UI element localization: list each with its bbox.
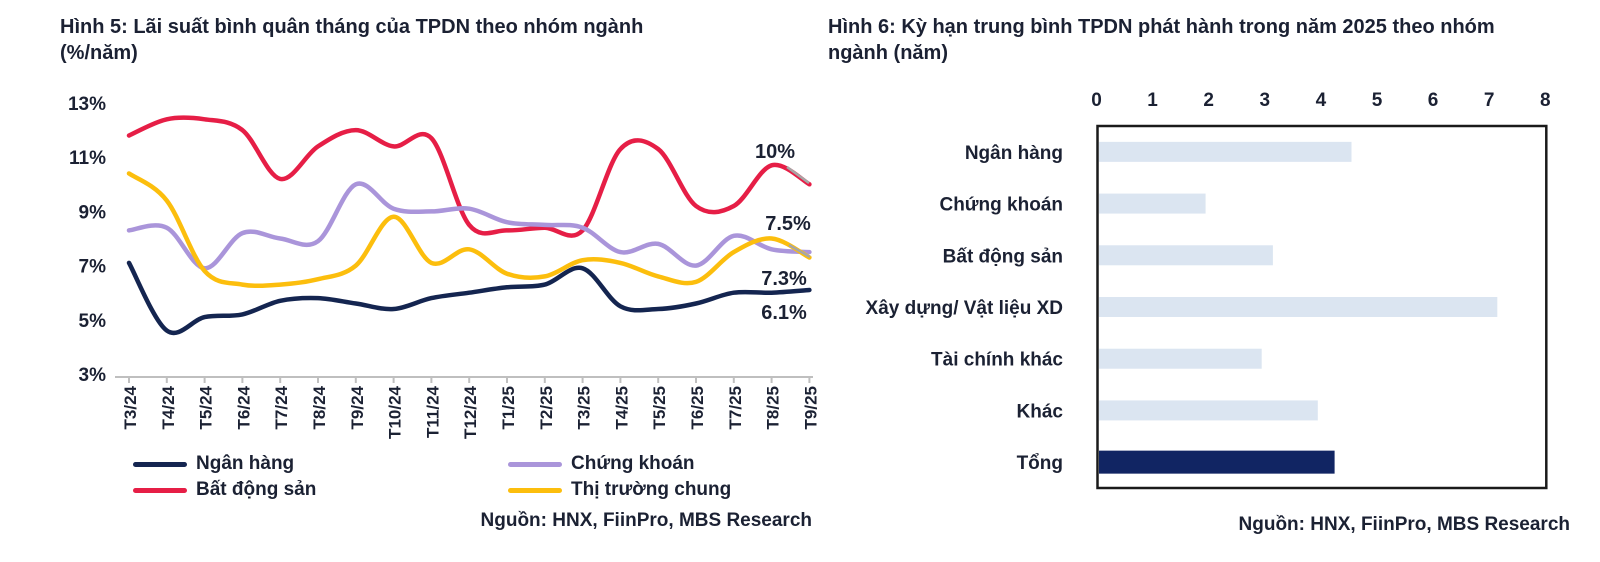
bar-axis-tick-label: 5	[1372, 90, 1383, 111]
line-series-ngân-hàng	[126, 260, 812, 335]
line-series-thị-trường-chung	[126, 171, 812, 289]
month-label: T7/24	[272, 385, 291, 429]
month-label: T5/24	[197, 385, 216, 429]
bar-axis-tick-label: 4	[1316, 90, 1327, 111]
end-label-leader-line	[788, 243, 811, 259]
right-chart-title: Hình 6: Kỳ hạn trung bình TPDN phát hành…	[828, 16, 1495, 64]
line-series-chứng-khoán	[126, 181, 812, 271]
bar-axis-tick-label: 3	[1260, 90, 1271, 111]
month-label: T1/25	[499, 386, 518, 429]
legend-item-ngân-hàng: Ngân hàng	[133, 452, 294, 476]
y-axis-label: 11%	[69, 148, 106, 169]
legend-item-chứng-khoán: Chứng khoán	[508, 452, 695, 476]
plot-border	[1096, 124, 1548, 490]
left-chart-subtitle: (%/năm)	[60, 42, 138, 64]
line-series-bất-động-sản	[126, 115, 812, 238]
bar-category-label: Tài chính khác	[931, 350, 1063, 371]
legend-swatch	[133, 487, 187, 493]
bar-tài-chính-khác	[1099, 348, 1262, 369]
month-label: T9/25	[801, 386, 820, 429]
y-axis-label: 5%	[79, 311, 107, 332]
legend-label: Thị trường chung	[571, 479, 732, 500]
legend-label: Bất động sản	[196, 479, 317, 500]
y-axis-label: 3%	[79, 365, 107, 386]
legend-label: Chứng khoán	[571, 453, 695, 474]
bar-category-label: Xây dựng/ Vật liệu XD	[866, 298, 1063, 319]
legend-swatch	[508, 461, 562, 467]
month-label: T6/25	[688, 386, 707, 429]
bar-axis-tick-label: 7	[1484, 90, 1495, 111]
month-label: T3/24	[121, 385, 140, 429]
bar-category-label: Chứng khoán	[939, 195, 1063, 216]
bar-axis-tick-label: 6	[1428, 90, 1439, 111]
bar-axis-tick-label: 0	[1091, 90, 1102, 111]
series-end-label: 7.3%	[761, 268, 807, 290]
month-label: T4/24	[159, 385, 178, 429]
month-label: T5/25	[650, 386, 669, 429]
bar-axis-tick-label: 8	[1540, 90, 1551, 111]
left-chart-source: Nguồn: HNX, FiinPro, MBS Research	[480, 510, 812, 531]
series-end-label: 6.1%	[761, 302, 807, 324]
end-label-leader-line	[786, 165, 810, 185]
legend-label: Ngân hàng	[196, 453, 295, 474]
month-label: T11/24	[423, 385, 442, 438]
month-label: T8/24	[310, 385, 329, 429]
interest-rate-line-chart: 13% 11% 9% 7% 5% 3% T3/24 T4/24 T5/24 T6/24 T7/24 T…	[68, 94, 820, 439]
bar-category-label: Tổng	[1017, 453, 1063, 474]
bar-ngân-hàng	[1099, 141, 1352, 162]
bar-category-label: Khác	[1017, 401, 1064, 422]
legend-swatch	[133, 461, 187, 467]
bar-bất-động-sản	[1099, 245, 1273, 266]
month-label: T4/25	[612, 386, 631, 429]
y-axis-label: 7%	[79, 257, 107, 278]
y-axis-label: 13%	[68, 94, 106, 115]
bar-chứng-khoán	[1099, 193, 1206, 214]
legend-swatch	[508, 487, 562, 493]
month-label: T6/24	[234, 385, 253, 429]
tenor-bar-chart: 0 1 2 3 4 5 6 7 8 Ngân hàng Chứng khoán Bất động sả…	[866, 90, 1551, 490]
y-axis-label: 9%	[79, 202, 107, 223]
bar-axis-tick-label: 2	[1203, 90, 1214, 111]
legend-item-thị-trường-chung: Thị trường chung	[508, 478, 731, 502]
bar-tổng	[1099, 450, 1335, 474]
right-chart-source: Nguồn: HNX, FiinPro, MBS Research	[1238, 514, 1570, 535]
bar-axis-tick-label: 1	[1147, 90, 1158, 111]
month-label: T12/24	[461, 385, 480, 438]
legend-item-bất-động-sản: Bất động sản	[133, 478, 316, 502]
month-label: T9/24	[348, 385, 367, 429]
series-end-label: 10%	[755, 141, 795, 163]
left-chart-title: Hình 5: Lãi suất bình quân tháng của TPD…	[60, 16, 644, 38]
month-label: T7/25	[726, 386, 745, 429]
bar-category-label: Bất động sản	[943, 246, 1063, 267]
month-label: T2/25	[537, 386, 556, 429]
month-label: T10/24	[386, 385, 405, 438]
bar-khác	[1099, 400, 1318, 421]
month-label: T8/25	[764, 386, 783, 429]
month-label: T3/25	[575, 386, 594, 429]
bar-xây-dựng-vật-liệu-xd	[1099, 297, 1498, 317]
bar-category-label: Ngân hàng	[965, 143, 1063, 164]
series-end-label: 7.5%	[765, 213, 811, 235]
